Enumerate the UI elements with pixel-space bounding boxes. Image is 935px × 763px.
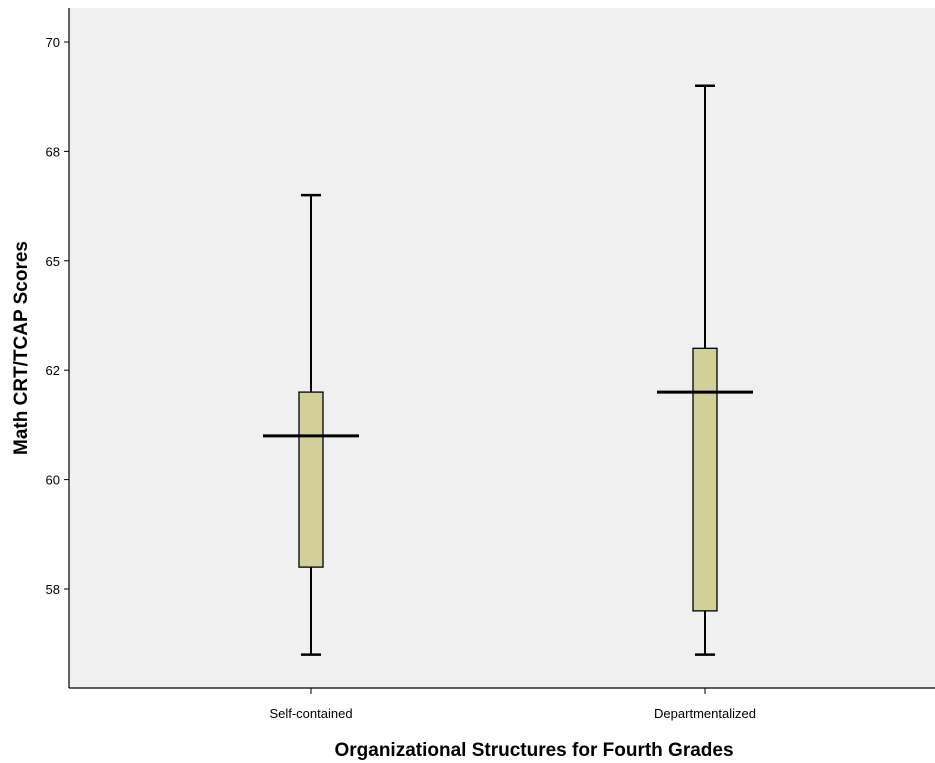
box-self-contained [263,193,359,656]
y-axis-title: Math CRT/TCAP Scores [11,241,32,455]
y-tick-label: 62 [46,363,60,378]
y-tick-label: 68 [46,144,60,159]
box-departmentalized [657,84,753,656]
x-tick-label: Self-contained [269,706,352,721]
box-series [263,84,753,656]
box-iqr [298,391,324,568]
y-axis: 58 60 62 65 68 70 [46,8,70,688]
plot-area [69,8,935,688]
y-tick-label: 65 [46,254,60,269]
y-tick-label: 70 [46,35,60,50]
x-axis: Self-contained Departmentalized [69,687,935,721]
y-tick-label: 60 [46,473,60,488]
y-tick-label: 58 [46,582,60,597]
x-tick-label: Departmentalized [654,706,756,721]
box-iqr [692,347,718,612]
x-axis-title: Organizational Structures for Fourth Gra… [334,740,733,761]
